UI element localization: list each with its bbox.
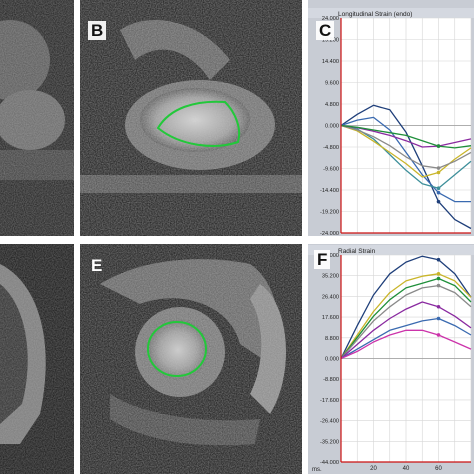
series-line-2 [340, 116, 471, 203]
series-line-1 [340, 104, 472, 230]
y-tick-label: -26.400 [320, 419, 339, 425]
panel-d-echo-image [0, 244, 74, 474]
y-tick-label: 19.200 [322, 38, 339, 44]
y-tick-labels: 24.000 19.200 14.400 9.600 4.800 0.000 -4.800 -… [320, 16, 339, 236]
x-tick-label: 20 [370, 466, 377, 472]
x-tick-label: 60 [435, 466, 442, 472]
panel-f-strain-chart: Radial Strain 44.000 35.200 26.400 17.600 8.… [308, 244, 474, 474]
x-tick-labels: 20 40 60 [370, 466, 442, 472]
panel-c-strain-chart: Longitudinal Strain (endo) 24.000 19.200 1… [308, 0, 474, 236]
y-tick-label: 17.600 [322, 315, 339, 321]
y-tick-label: -17.600 [320, 398, 339, 404]
x-axis-label: ms. [312, 467, 322, 473]
radial-strain-chart: Radial Strain 44.000 35.200 26.400 17.600 8.… [308, 244, 474, 474]
series-line-7 [340, 124, 472, 149]
series-marker-3 [436, 276, 441, 281]
y-tick-label: 9.600 [325, 81, 339, 87]
grid [340, 17, 472, 234]
y-tick-label: 4.800 [325, 102, 339, 108]
y-tick-labels: 44.000 35.200 26.400 17.600 8.800 0.000 -8.800… [320, 253, 339, 466]
echo-image-d [0, 244, 74, 474]
y-tick-label: 44.000 [322, 253, 339, 259]
series-line-1 [340, 255, 472, 359]
panel-label-c: C [316, 21, 335, 40]
y-tick-label: 35.200 [322, 274, 339, 280]
series-marker-7 [436, 144, 441, 148]
y-tick-label: -19.200 [320, 210, 339, 216]
y-tick-label: 8.800 [325, 336, 339, 342]
series-marker-2 [436, 190, 441, 195]
panel-a-echo-image [0, 0, 74, 236]
series-marker-4 [436, 170, 441, 175]
chart-title: Radial Strain [338, 248, 376, 255]
echo-image-a [0, 0, 74, 236]
series-line-6 [340, 317, 472, 360]
series-marker-7 [436, 333, 441, 337]
longitudinal-strain-chart: Longitudinal Strain (endo) 24.000 19.200 1… [308, 0, 474, 236]
y-tick-label: 14.400 [322, 59, 339, 65]
y-tick-label: -44.000 [320, 460, 339, 466]
echo-image-b [80, 0, 302, 236]
y-tick-label: -24.000 [320, 231, 339, 236]
y-tick-label: -14.400 [320, 188, 339, 194]
y-tick-label: 0.000 [325, 124, 339, 130]
panel-label-f: F [314, 250, 331, 269]
series-line-5 [340, 301, 472, 359]
series-line-2 [340, 273, 472, 359]
series-lines [340, 104, 472, 230]
series-marker-6 [436, 316, 441, 321]
chart-header [308, 245, 474, 255]
y-tick-label: 0.000 [325, 357, 339, 363]
series-marker-2 [436, 272, 441, 276]
series-line-5 [340, 124, 472, 169]
endocardial-contour [156, 100, 241, 147]
panel-e-echo-image: E [80, 244, 302, 474]
y-tick-label: -9.600 [323, 167, 339, 173]
series-marker-1 [436, 257, 441, 262]
y-tick-label: 26.400 [322, 294, 339, 300]
series-marker-3 [436, 186, 441, 191]
panel-label-b: B [88, 21, 107, 40]
series-marker-1 [436, 199, 441, 204]
panel-label-e: E [91, 256, 103, 275]
chart-header [308, 8, 474, 18]
chart-title: Longitudinal Strain (endo) [338, 11, 412, 18]
y-tick-label: -35.200 [320, 439, 339, 445]
series-line-7 [340, 329, 472, 360]
series-lines [340, 255, 472, 360]
endocardial-contour [147, 321, 207, 377]
panel-b-echo-image: B [80, 0, 302, 236]
series-marker-5 [436, 304, 441, 309]
y-tick-label: 24.000 [322, 16, 339, 22]
echo-image-e [80, 244, 302, 474]
series-line-4 [340, 284, 472, 359]
x-tick-label: 40 [403, 466, 410, 472]
series-marker-5 [436, 166, 441, 170]
y-tick-label: -8.800 [323, 377, 339, 383]
y-tick-label: -4.800 [323, 145, 339, 151]
series-line-3 [340, 277, 472, 359]
series-marker-4 [436, 283, 441, 288]
series-line-6 [340, 124, 472, 148]
